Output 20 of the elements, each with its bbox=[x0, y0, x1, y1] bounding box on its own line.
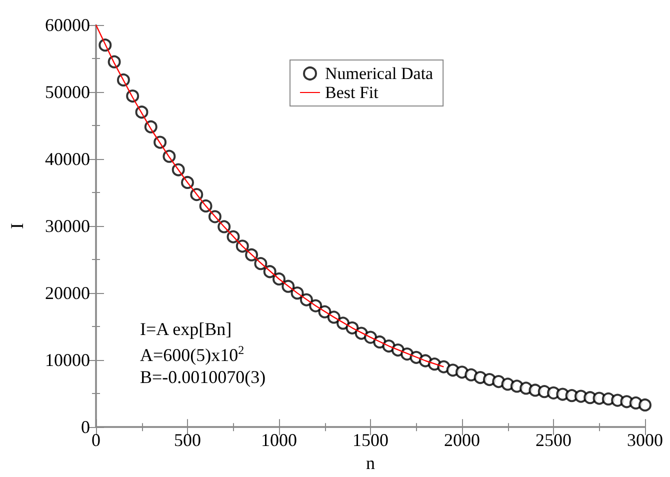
y-axis-title: I bbox=[7, 223, 27, 230]
y-tick-label: 50000 bbox=[45, 82, 90, 102]
annotation: B=-0.0010070(3) bbox=[140, 367, 266, 387]
y-tick-label: 0 bbox=[81, 417, 90, 438]
x-axis-title: n bbox=[366, 453, 375, 473]
y-tick-label: 20000 bbox=[45, 283, 90, 304]
y-tick-label: 30000 bbox=[45, 216, 90, 236]
x-tick-label: 500 bbox=[174, 430, 201, 450]
x-tick-label: 2000 bbox=[444, 430, 480, 450]
x-tick-label: 3000 bbox=[627, 430, 663, 450]
point bbox=[638, 398, 652, 412]
y-tick-label: 40000 bbox=[45, 149, 90, 170]
x-tick-label: 2500 bbox=[536, 430, 572, 450]
y-tick-label: 60000 bbox=[45, 15, 90, 35]
x-tick-label: 1500 bbox=[352, 430, 388, 450]
legend-label: Best Fit bbox=[325, 83, 379, 102]
x-tick-label: 1000 bbox=[261, 430, 297, 450]
y-tick-label: 10000 bbox=[45, 350, 90, 370]
annotation: I=A exp[Bn] bbox=[140, 319, 232, 339]
legend-label: Numerical Data bbox=[325, 64, 434, 83]
